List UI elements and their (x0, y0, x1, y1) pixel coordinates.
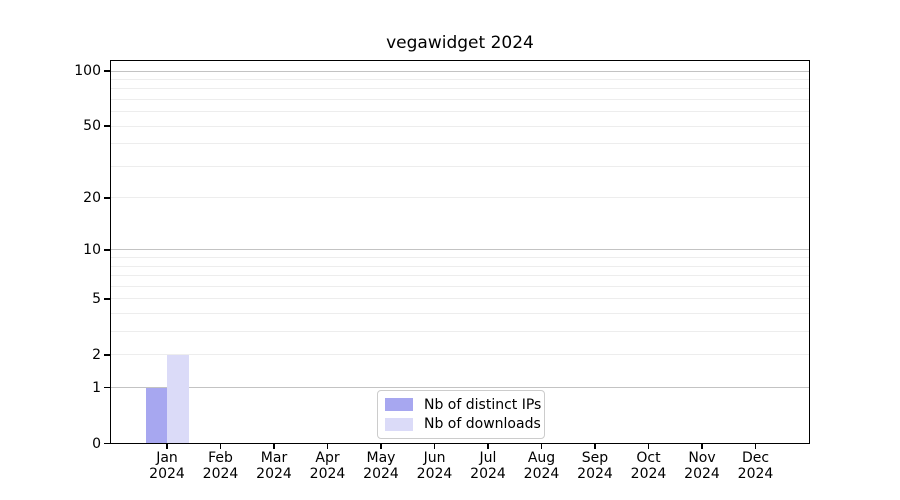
y-tick-label: 20 (83, 189, 101, 206)
x-axis-tick (701, 443, 703, 449)
gridline-minor (110, 111, 810, 113)
gridline-minor (110, 265, 810, 267)
y-tick-label: 10 (83, 241, 101, 258)
gridline-minor (110, 275, 810, 277)
x-tick-year: 2024 (149, 466, 185, 482)
gridline-major (110, 387, 810, 389)
bar-distinct-ips-jan (145, 387, 167, 444)
x-axis-tick (433, 443, 436, 449)
x-tick-year: 2024 (202, 466, 239, 482)
gridline-minor (110, 313, 810, 315)
x-tick-month: Jul (479, 450, 497, 466)
y-axis-tick (104, 298, 110, 300)
y-tick-label: 1 (92, 379, 101, 396)
x-axis-tick (219, 443, 222, 449)
x-tick-label: Aug 2024 (510, 450, 574, 482)
x-axis-tick (273, 443, 275, 449)
y-tick-label: 50 (83, 118, 101, 135)
legend: Nb of distinct IPs Nb of downloads (377, 390, 545, 439)
x-axis-tick (326, 443, 329, 449)
legend-swatch-distinct-ips (385, 398, 413, 412)
x-tick-year: 2024 (577, 466, 613, 482)
x-tick-label: Apr 2024 (296, 450, 360, 482)
gridline-minor (110, 143, 810, 145)
x-tick-month: Mar (260, 450, 288, 466)
x-tick-month: Apr (315, 450, 340, 466)
x-tick-label: Jan 2024 (135, 450, 199, 482)
x-tick-year: 2024 (523, 466, 560, 482)
y-tick-label: 2 (92, 346, 101, 363)
x-tick-label: Jul 2024 (456, 450, 520, 482)
x-tick-year: 2024 (309, 466, 346, 482)
legend-item-downloads: Nb of downloads (385, 416, 541, 432)
x-tick-year: 2024 (630, 466, 667, 482)
x-axis-tick (594, 443, 596, 449)
x-tick-label: Dec 2024 (724, 450, 788, 482)
x-axis-tick (380, 443, 382, 449)
x-tick-month: May (366, 450, 396, 466)
x-tick-year: 2024 (416, 466, 453, 482)
gridline-minor (110, 197, 810, 199)
legend-label-downloads: Nb of downloads (424, 416, 541, 433)
y-axis-tick (104, 354, 110, 356)
x-tick-label: Mar 2024 (242, 450, 306, 482)
chart-title: vegawidget 2024 (386, 33, 534, 53)
x-axis-tick (540, 443, 543, 449)
x-tick-month: Dec (741, 450, 770, 466)
x-tick-year: 2024 (737, 466, 774, 482)
x-axis-tick (754, 443, 757, 449)
gridline-minor (110, 165, 810, 167)
x-tick-month: Aug (527, 450, 556, 466)
x-axis-tick (647, 443, 650, 449)
x-tick-month: Feb (208, 450, 233, 466)
gridline-minor (110, 285, 810, 287)
x-tick-year: 2024 (363, 466, 399, 482)
y-tick-label: 100 (74, 63, 101, 80)
y-axis-tick (104, 70, 110, 72)
x-tick-label: Nov 2024 (670, 450, 734, 482)
x-tick-month: Jun (423, 450, 446, 466)
gridline-minor (110, 125, 810, 127)
y-axis-tick (104, 442, 110, 445)
gridline-minor (110, 354, 810, 356)
legend-label-distinct-ips: Nb of distinct IPs (424, 396, 542, 413)
legend-swatch-downloads (385, 417, 413, 431)
x-tick-label: Jun 2024 (403, 450, 467, 482)
gridline-minor (110, 257, 810, 259)
gridline-minor (110, 99, 810, 100)
x-tick-label: May 2024 (349, 450, 413, 482)
gridline-major (110, 70, 810, 72)
x-tick-label: Oct 2024 (617, 450, 681, 482)
gridline-minor (110, 78, 810, 80)
x-tick-year: 2024 (684, 466, 720, 482)
plot-area-frame (110, 60, 810, 444)
x-tick-label: Feb 2024 (189, 450, 253, 482)
x-tick-year: 2024 (470, 466, 506, 482)
x-tick-year: 2024 (256, 466, 292, 482)
x-tick-month: Jan (156, 450, 178, 466)
x-axis-tick (487, 443, 489, 449)
y-axis-tick (104, 249, 110, 251)
x-tick-month: Sep (581, 450, 609, 466)
y-tick-label: 0 (92, 435, 101, 452)
gridline-minor (110, 298, 810, 300)
y-axis-tick (104, 386, 110, 389)
gridline-major (110, 249, 810, 251)
bar-downloads-jan (167, 354, 189, 444)
y-tick-label: 5 (92, 290, 101, 307)
x-tick-month: Oct (636, 450, 661, 466)
legend-item-distinct-ips: Nb of distinct IPs (385, 397, 541, 413)
y-axis-tick (104, 125, 110, 127)
y-axis-tick (104, 197, 110, 199)
gridline-minor (110, 88, 810, 90)
x-axis-tick (166, 443, 168, 449)
x-tick-label: Sep 2024 (563, 450, 627, 482)
x-tick-month: Nov (688, 450, 716, 466)
gridline-minor (110, 331, 810, 333)
